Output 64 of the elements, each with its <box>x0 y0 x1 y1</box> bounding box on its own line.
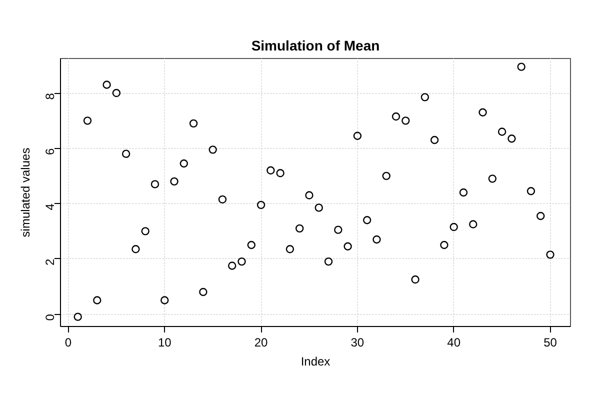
point <box>112 88 121 98</box>
x-axis-title: Index <box>300 354 330 368</box>
y-tick-label: 6 <box>43 148 57 155</box>
y-tick-label: 8 <box>43 92 57 100</box>
point <box>238 257 246 266</box>
point <box>218 195 227 204</box>
point <box>402 116 410 125</box>
point <box>536 212 545 220</box>
point <box>450 222 458 232</box>
point <box>430 136 439 144</box>
point <box>199 288 208 296</box>
point <box>74 312 82 321</box>
point <box>498 128 506 136</box>
point <box>372 235 381 244</box>
point <box>122 150 130 158</box>
point <box>189 119 198 128</box>
point <box>247 240 256 250</box>
x-tick-label: 40 <box>447 336 461 350</box>
x-tick-label: 20 <box>254 336 268 350</box>
y-axis-title: simulated values <box>18 148 32 238</box>
point <box>208 146 217 154</box>
point <box>420 93 430 102</box>
x-tick-label: 30 <box>350 336 364 350</box>
point <box>83 116 92 125</box>
y-tick-label: 0 <box>43 314 57 321</box>
point <box>344 242 352 250</box>
point <box>517 62 526 71</box>
point <box>93 296 102 304</box>
point <box>256 200 266 210</box>
point <box>276 169 284 178</box>
point <box>508 134 516 143</box>
point <box>526 187 536 196</box>
point <box>362 216 372 224</box>
point <box>132 245 140 254</box>
point <box>392 112 400 121</box>
x-tick-label: 0 <box>64 336 72 350</box>
point <box>314 204 323 212</box>
point <box>160 296 169 304</box>
point <box>440 240 448 250</box>
point <box>478 108 487 116</box>
point <box>141 227 150 236</box>
point <box>150 180 160 188</box>
point <box>334 226 342 234</box>
point <box>353 132 362 140</box>
point <box>546 250 554 259</box>
point <box>295 224 304 233</box>
point <box>324 257 333 266</box>
y-tick-label: 2 <box>43 258 57 266</box>
point <box>488 174 497 183</box>
point <box>102 80 111 89</box>
point <box>170 177 178 186</box>
x-tick-label: 10 <box>158 336 172 350</box>
point <box>459 188 468 197</box>
y-tick-label: 4 <box>43 203 57 210</box>
point <box>286 245 294 254</box>
point <box>411 275 420 284</box>
point <box>228 262 236 270</box>
point <box>382 172 390 180</box>
chart-title: Simulation of Mean <box>251 38 380 54</box>
point <box>266 166 275 174</box>
point <box>305 191 314 200</box>
point <box>469 220 478 228</box>
x-tick-label: 50 <box>544 336 558 350</box>
point <box>180 159 188 168</box>
